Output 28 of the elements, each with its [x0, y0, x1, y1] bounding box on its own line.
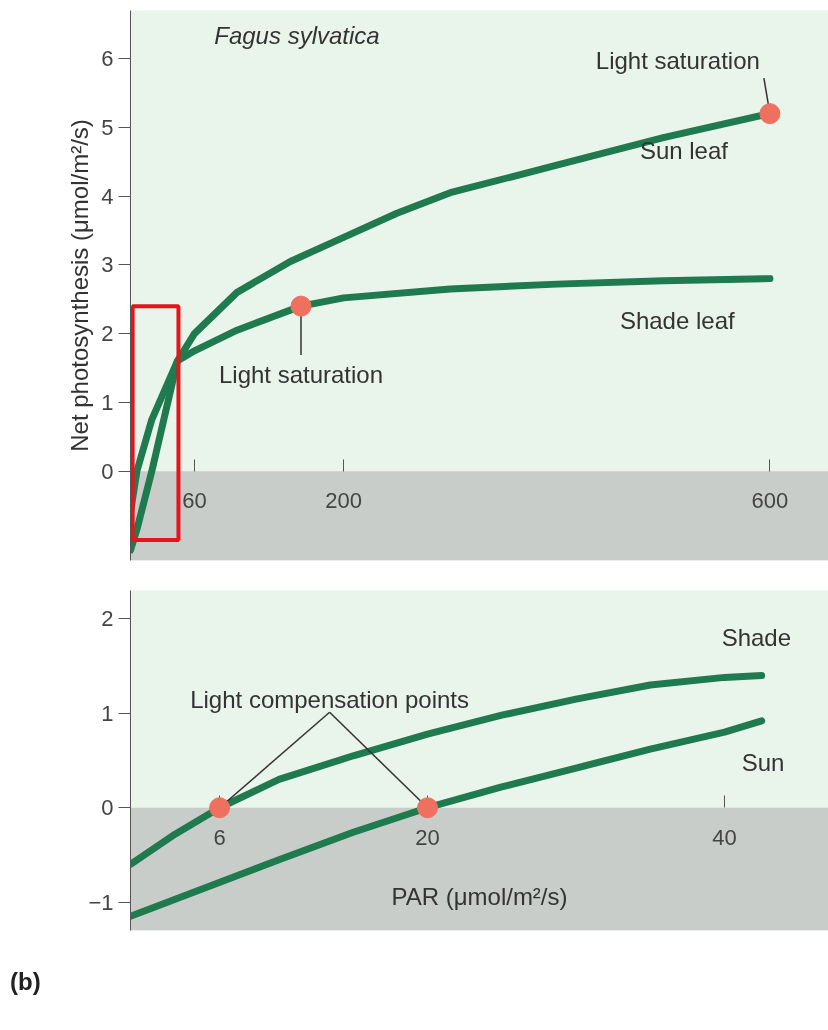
y-tick-label: 1 — [101, 700, 114, 726]
y-tick-label: 0 — [101, 458, 114, 484]
x-tick-label: 40 — [712, 824, 737, 850]
x-tick-label: 600 — [751, 488, 789, 514]
x-tick-label: 20 — [415, 824, 440, 850]
annotation: Light saturation — [218, 361, 384, 389]
annotation: Fagus sylvatica — [214, 22, 380, 49]
y-tick-label: −1 — [88, 889, 114, 915]
y-tick-label: 1 — [101, 389, 114, 415]
x-tick-label: 200 — [325, 488, 362, 514]
y-tick-label: 2 — [101, 606, 114, 632]
x-tick-label: 6 — [213, 824, 226, 850]
x-tick-label: 60 — [182, 488, 207, 514]
y-axis-title: Net photosynthesis (μmol/m²/s) — [66, 119, 94, 452]
series-label: Shade — [721, 623, 792, 651]
series-label: Shade leaf — [619, 306, 735, 334]
annotation: Light compensation points — [190, 685, 470, 713]
y-tick-label: 4 — [101, 183, 114, 209]
y-tick-label: 6 — [101, 46, 114, 72]
series-label: Sun leaf — [639, 136, 729, 164]
annotation: Light saturation — [595, 46, 760, 74]
text: (b) — [10, 968, 41, 995]
y-tick-label: 0 — [101, 795, 114, 821]
y-tick-label: 2 — [101, 321, 114, 347]
y-tick-label: 5 — [101, 114, 114, 140]
series-label: Sun — [741, 748, 785, 776]
y-tick-label: 3 — [101, 252, 114, 278]
x-axis-title: PAR (μmol/m²/s) — [391, 883, 568, 911]
